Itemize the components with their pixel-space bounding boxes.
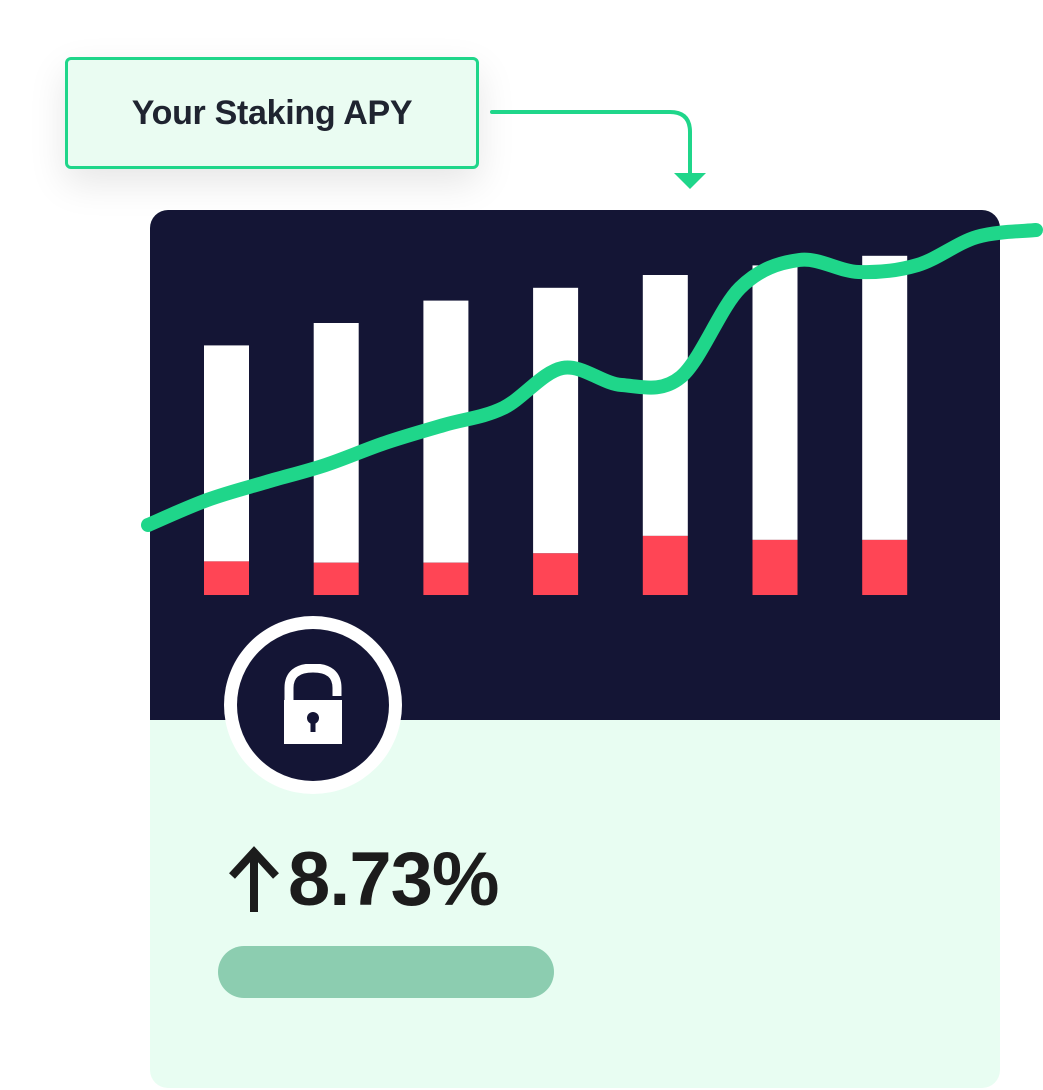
connector-arrow xyxy=(490,110,706,189)
lock-badge-inner xyxy=(237,629,389,781)
apy-value: 8.73% xyxy=(288,837,499,922)
lock-open-icon xyxy=(284,664,342,744)
staking-apy-label: Your Staking APY xyxy=(131,93,413,132)
apy-row: 8.73% xyxy=(226,838,499,922)
arrow-up-icon xyxy=(229,846,279,912)
apy-progress-pill xyxy=(218,946,554,998)
staking-apy-label-box: Your Staking APY xyxy=(65,57,479,169)
lock-badge xyxy=(224,616,402,794)
